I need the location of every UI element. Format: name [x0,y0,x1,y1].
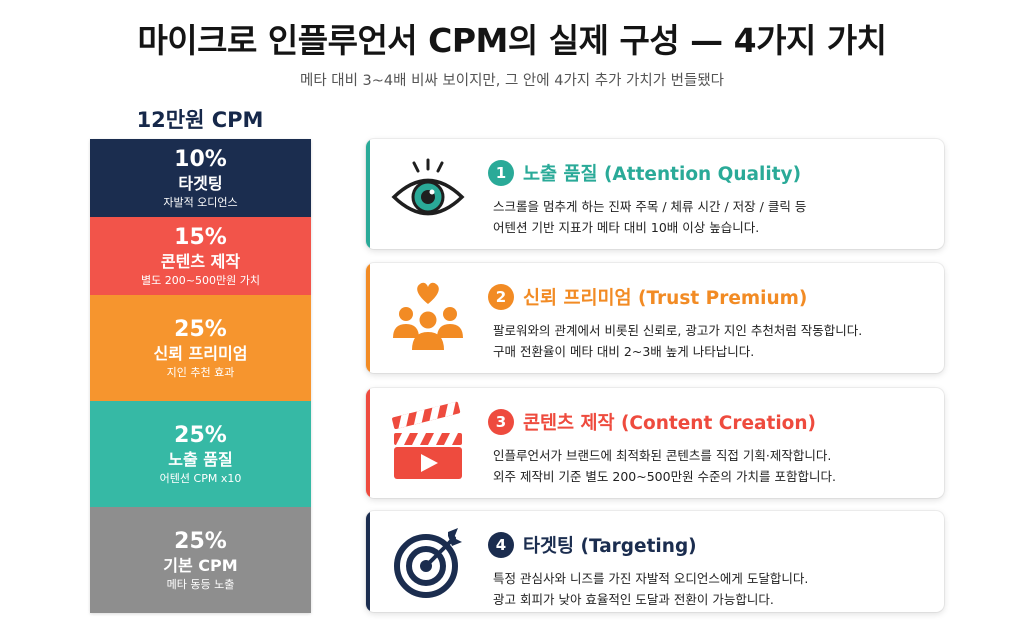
card-number-badge: 2 [488,284,514,310]
segment-name: 기본 CPM [163,556,238,575]
card-number-badge: 1 [488,160,514,186]
page-title: 마이크로 인플루언서 CPM의 실제 구성 — 4가지 가치 [137,21,887,60]
card-number-badge: 3 [488,409,514,435]
target-icon [394,528,462,598]
stack-segment-trust-premium: 25% 신뢰 프리미엄 지인 추천 효과 [90,295,311,401]
card-heading: 4 타겟팅 (Targeting) [488,532,697,558]
stack-segment-targeting: 10% 타겟팅 자발적 오디언스 [90,139,311,217]
clapperboard-icon [392,401,462,479]
card-description-line: 구매 전환율이 메타 대비 2~3배 높게 나타납니다. [493,344,755,359]
card-heading: 2 신뢰 프리미엄 (Trust Premium) [488,284,807,310]
segment-name: 노출 품질 [168,450,233,469]
card-accent [366,263,370,373]
segment-name: 신뢰 프리미엄 [153,344,248,363]
segment-name: 타겟팅 [178,174,223,193]
card-heading: 1 노출 품질 (Attention Quality) [488,160,801,186]
card-description-line: 특정 관심사와 니즈를 가진 자발적 오디언스에게 도달합니다. [493,571,809,586]
value-card-targeting: 4 타겟팅 (Targeting) 특정 관심사와 니즈를 가진 자발적 오디언… [366,511,944,612]
card-title: 타겟팅 (Targeting) [523,536,697,557]
value-card-trust-premium: 2 신뢰 프리미엄 (Trust Premium) 팔로워와의 관계에서 비롯된… [366,263,944,373]
card-description: 스크롤을 멈추게 하는 진짜 주목 / 체류 시간 / 저장 / 클릭 등 어텐… [493,196,806,238]
card-accent [366,388,370,498]
value-card-content-creation: 3 콘텐츠 제작 (Content Creation) 인플루언서가 브랜드에 … [366,388,944,498]
card-number-badge: 4 [488,532,514,558]
card-accent [366,511,370,612]
cpm-stack-bar: 10% 타겟팅 자발적 오디언스 15% 콘텐츠 제작 별도 200~500만원… [90,139,311,613]
card-description: 팔로워와의 관계에서 비롯된 신뢰로, 광고가 지인 추천처럼 작동합니다. 구… [493,320,862,362]
segment-note: 메타 동등 노출 [166,578,235,592]
segment-percent: 25% [174,422,227,448]
card-description-line: 스크롤을 멈추게 하는 진짜 주목 / 체류 시간 / 저장 / 클릭 등 [493,199,807,214]
segment-name: 콘텐츠 제작 [160,252,241,271]
stack-segment-content-creation: 15% 콘텐츠 제작 별도 200~500만원 가치 [90,217,311,295]
segment-note: 별도 200~500만원 가치 [141,274,260,288]
segment-percent: 15% [174,224,227,250]
card-description-line: 어텐션 기반 지표가 메타 대비 10배 이상 높습니다. [493,220,760,235]
segment-percent: 25% [174,528,227,554]
card-accent [366,139,370,249]
card-description-line: 팔로워와의 관계에서 비롯된 신뢰로, 광고가 지인 추천처럼 작동합니다. [493,323,863,338]
value-card-attention-quality: 1 노출 품질 (Attention Quality) 스크롤을 멈추게 하는 … [366,139,944,249]
card-heading: 3 콘텐츠 제작 (Content Creation) [488,409,816,435]
card-description-line: 광고 회피가 낮아 효율적인 도달과 전환이 가능합니다. [493,592,774,607]
card-title: 신뢰 프리미엄 (Trust Premium) [523,288,808,309]
segment-percent: 10% [174,146,227,172]
stack-segment-base-cpm: 25% 기본 CPM 메타 동등 노출 [90,507,311,613]
segment-note: 지인 추천 효과 [166,366,235,380]
people-heart-icon [393,282,463,350]
eye-icon [391,158,465,216]
page-subtitle: 메타 대비 3~4배 비싸 보이지만, 그 안에 4가지 추가 가치가 번들됐다 [299,73,725,89]
stack-segment-attention-quality: 25% 노출 품질 어텐션 CPM x10 [90,401,311,507]
card-description-line: 인플루언서가 브랜드에 최적화된 콘텐츠를 직접 기획·제작합니다. [493,448,832,463]
card-title: 노출 품질 (Attention Quality) [523,164,802,185]
segment-percent: 25% [174,316,227,342]
card-description: 특정 관심사와 니즈를 가진 자발적 오디언스에게 도달합니다. 광고 회피가 … [493,568,808,610]
stack-title: 12만원 CPM [136,108,264,132]
card-description: 인플루언서가 브랜드에 최적화된 콘텐츠를 직접 기획·제작합니다. 외주 제작… [493,445,836,487]
card-description-line: 외주 제작비 기준 별도 200~500만원 수준의 가치를 포함합니다. [493,469,836,484]
segment-note: 어텐션 CPM x10 [159,472,242,486]
segment-note: 자발적 오디언스 [163,196,238,210]
card-title: 콘텐츠 제작 (Content Creation) [523,413,816,434]
